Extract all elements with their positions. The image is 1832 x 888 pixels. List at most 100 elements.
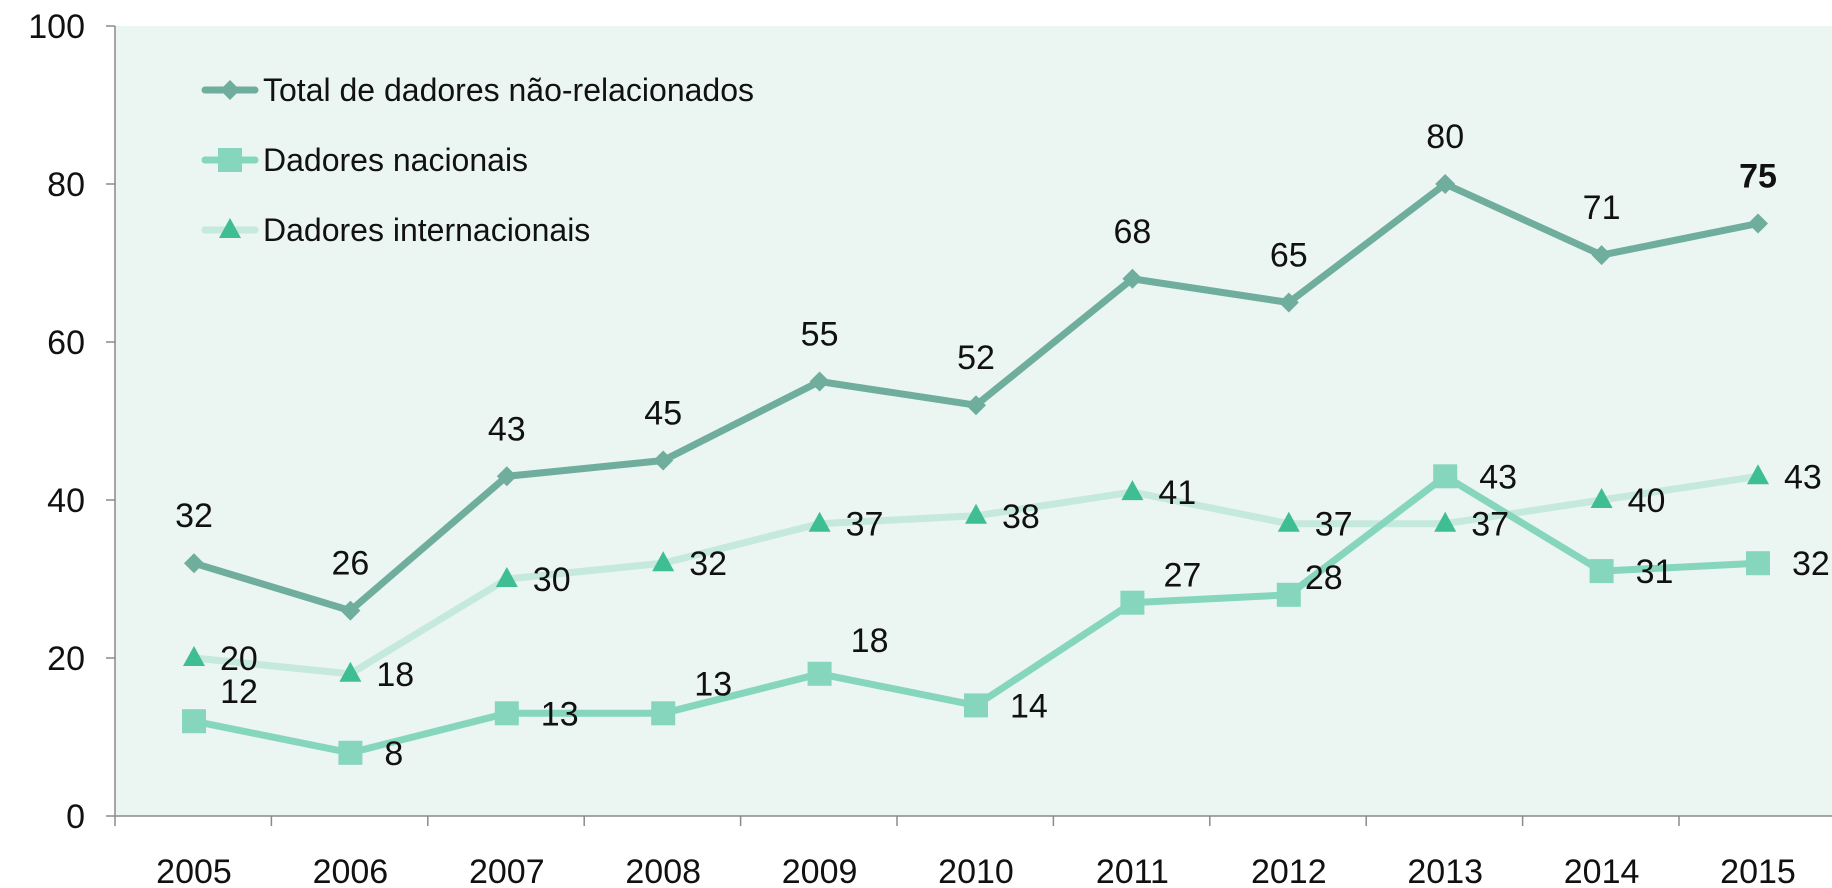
data-label: 68 bbox=[1113, 213, 1151, 251]
x-tick-label: 2013 bbox=[1407, 853, 1483, 888]
data-label: 20 bbox=[220, 640, 258, 678]
data-point bbox=[183, 646, 205, 666]
legend-label: Dadores nacionais bbox=[263, 142, 528, 178]
data-label: 37 bbox=[846, 506, 884, 544]
data-point bbox=[1276, 582, 1301, 607]
legend-item-1: Total de dadores não-relacionados bbox=[201, 72, 754, 108]
data-label: 26 bbox=[331, 545, 369, 583]
data-label: 30 bbox=[533, 561, 571, 599]
data-label: 32 bbox=[175, 497, 213, 535]
data-label: 27 bbox=[1163, 557, 1201, 595]
data-label: 37 bbox=[1471, 506, 1509, 544]
data-point bbox=[1278, 292, 1299, 313]
data-point bbox=[653, 450, 674, 471]
series-layer bbox=[182, 174, 1770, 765]
data-point bbox=[808, 511, 831, 532]
data-label: 18 bbox=[851, 622, 889, 660]
y-tick-label: 60 bbox=[47, 324, 85, 362]
data-point bbox=[1120, 590, 1145, 615]
y-tick-label: 20 bbox=[47, 640, 85, 678]
data-point bbox=[807, 661, 832, 686]
x-tick-label: 2009 bbox=[782, 853, 858, 888]
data-label: 40 bbox=[1628, 482, 1666, 520]
data-point bbox=[1747, 464, 1769, 485]
data-label: 52 bbox=[957, 339, 995, 377]
data-point bbox=[1746, 551, 1770, 576]
data-point bbox=[1434, 511, 1457, 532]
data-point bbox=[182, 709, 206, 734]
data-point bbox=[338, 740, 363, 765]
legend: Total de dadores não-relacionados Dadores… bbox=[201, 72, 754, 248]
x-tick-label: 2005 bbox=[156, 853, 232, 888]
data-label: 43 bbox=[1479, 458, 1517, 496]
data-label: 38 bbox=[1002, 498, 1040, 536]
data-point bbox=[1748, 213, 1768, 234]
legend-label: Dadores internacionais bbox=[263, 212, 590, 248]
legend-item-3: Dadores internacionais bbox=[201, 212, 590, 248]
data-point bbox=[496, 466, 517, 487]
data-point bbox=[964, 693, 988, 718]
data-point bbox=[184, 553, 204, 574]
data-labels: 32 26 43 45 55 52 68 65 80 71 75 12 8 13 13 18 14 27 28 43 3… bbox=[175, 118, 1830, 773]
data-label: 18 bbox=[376, 656, 414, 694]
data-point bbox=[1591, 245, 1612, 266]
series-1 bbox=[184, 174, 1768, 621]
x-tick-label: 2011 bbox=[1096, 853, 1169, 888]
plot-area bbox=[115, 26, 1832, 816]
data-label: 71 bbox=[1583, 189, 1621, 227]
legend-item-2: Dadores nacionais bbox=[201, 142, 528, 178]
legend-marker bbox=[219, 218, 241, 238]
data-point bbox=[652, 551, 675, 572]
series-2 bbox=[182, 464, 1770, 765]
data-point bbox=[1121, 480, 1144, 501]
data-point bbox=[1433, 464, 1458, 489]
y-tick-label: 0 bbox=[66, 798, 85, 836]
data-point bbox=[494, 701, 519, 726]
data-label: 41 bbox=[1158, 474, 1196, 512]
data-point bbox=[1589, 559, 1614, 584]
series-3 bbox=[183, 464, 1769, 682]
y-tick-label: 80 bbox=[47, 166, 85, 204]
data-label: 32 bbox=[1792, 545, 1830, 583]
data-point bbox=[966, 395, 986, 416]
data-label: 28 bbox=[1305, 559, 1343, 597]
data-label: 32 bbox=[689, 545, 727, 583]
data-point bbox=[651, 701, 676, 726]
data-label: 31 bbox=[1636, 553, 1674, 591]
y-tick-label: 100 bbox=[28, 8, 85, 46]
data-label: 8 bbox=[384, 735, 403, 773]
data-point bbox=[1277, 511, 1300, 532]
data-label: 65 bbox=[1270, 237, 1308, 275]
data-point bbox=[1435, 174, 1456, 194]
axes: 0 20 40 60 80 100 2005 2006 2007 2008 2009 2010 2011… bbox=[28, 8, 1832, 888]
legend-marker bbox=[218, 148, 242, 172]
data-label: 43 bbox=[1784, 458, 1822, 496]
x-tick-label: 2006 bbox=[313, 853, 389, 888]
data-label: 13 bbox=[541, 695, 579, 733]
data-point bbox=[495, 567, 518, 587]
y-tick-label: 40 bbox=[47, 482, 85, 520]
data-point bbox=[1122, 268, 1143, 289]
x-tick-label: 2008 bbox=[625, 853, 701, 888]
data-point bbox=[809, 371, 830, 392]
data-label: 80 bbox=[1426, 118, 1464, 156]
data-label: 12 bbox=[220, 673, 258, 711]
data-point bbox=[1590, 488, 1613, 508]
data-label: 37 bbox=[1315, 506, 1353, 544]
legend-marker bbox=[220, 80, 240, 100]
x-tick-label: 2014 bbox=[1564, 853, 1640, 888]
data-label: 14 bbox=[1010, 687, 1048, 725]
data-label: 55 bbox=[801, 316, 839, 354]
data-label: 43 bbox=[488, 410, 526, 448]
data-point bbox=[340, 600, 361, 621]
data-point bbox=[339, 661, 362, 682]
data-point bbox=[965, 503, 987, 524]
x-tick-label: 2012 bbox=[1251, 853, 1327, 888]
data-label: 75 bbox=[1739, 158, 1777, 196]
x-tick-label: 2015 bbox=[1720, 853, 1796, 888]
legend-label: Total de dadores não-relacionados bbox=[263, 72, 754, 108]
x-tick-label: 2007 bbox=[469, 853, 545, 888]
x-tick-label: 2010 bbox=[938, 853, 1014, 888]
data-label: 13 bbox=[694, 665, 732, 703]
